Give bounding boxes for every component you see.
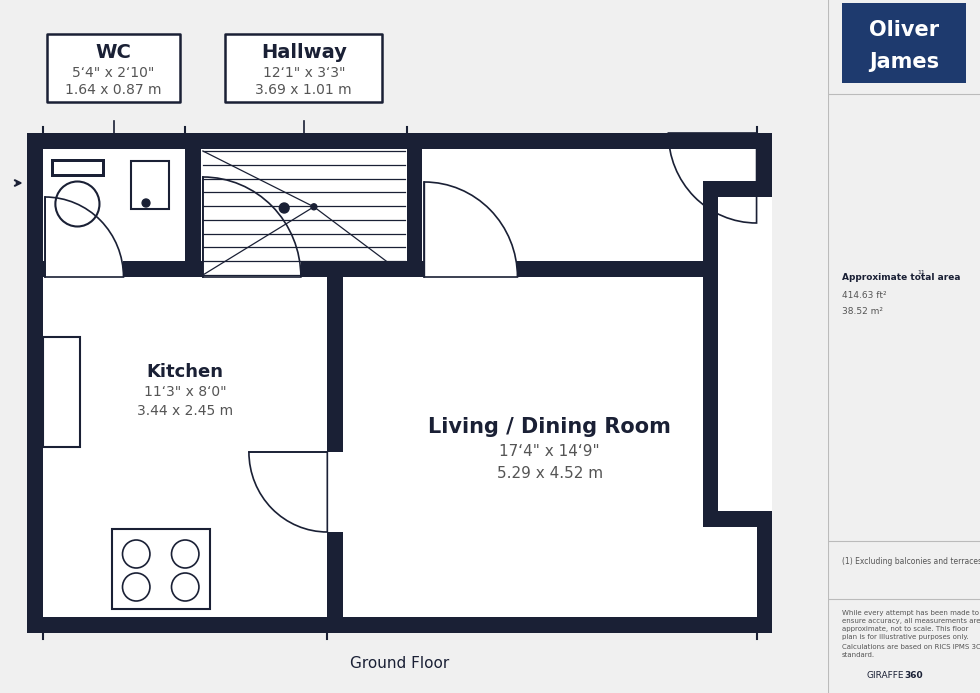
Text: Living / Dining Room: Living / Dining Room [428,417,671,437]
Text: GIRAFFE: GIRAFFE [866,672,904,680]
Text: James: James [869,52,939,71]
Text: 12‘1" x 3‘3": 12‘1" x 3‘3" [263,66,345,80]
Bar [112,529,210,609]
Bar [424,261,517,277]
Circle shape [122,540,150,568]
Text: Kitchen: Kitchen [147,363,223,381]
Circle shape [172,573,199,601]
Bar [51,159,105,177]
Bar [27,133,772,633]
Text: 414.63 ft²: 414.63 ft² [842,290,887,299]
Text: 5.29 x 4.52 m: 5.29 x 4.52 m [497,466,603,480]
Bar [54,162,102,174]
Text: 5‘4" x 2‘10": 5‘4" x 2‘10" [73,66,155,80]
Text: 38.52 m²: 38.52 m² [842,307,883,316]
Text: 17‘4" x 14‘9": 17‘4" x 14‘9" [500,444,600,459]
Text: 3.69 x 1.01 m: 3.69 x 1.01 m [256,83,352,97]
Bar [47,34,180,102]
Bar [327,452,343,532]
Bar [718,197,772,511]
Bar [185,133,201,277]
Text: Approximate total area: Approximate total area [842,273,960,281]
Bar [131,161,169,209]
Text: 3.44 x 2.45 m: 3.44 x 2.45 m [137,404,233,418]
Bar [842,3,966,83]
Text: 1.64 x 0.87 m: 1.64 x 0.87 m [66,83,162,97]
Circle shape [279,203,289,213]
Bar [43,149,757,617]
Text: WC: WC [96,44,131,62]
Text: (1) Excluding balconies and terraces: (1) Excluding balconies and terraces [842,557,980,565]
Text: Ground Floor: Ground Floor [350,656,450,671]
Text: While every attempt has been made to
ensure accuracy, all measurements are
appro: While every attempt has been made to ens… [842,610,980,640]
Circle shape [122,573,150,601]
Circle shape [172,540,199,568]
Bar [407,133,422,277]
Text: 360: 360 [904,672,923,680]
Text: Hallway: Hallway [261,44,347,62]
Bar [703,511,772,527]
Bar [45,261,123,277]
Circle shape [142,199,150,207]
Bar [203,261,301,277]
Text: 11: 11 [917,270,925,274]
Bar [703,181,772,197]
Circle shape [311,204,317,210]
Text: Oliver: Oliver [869,20,939,40]
Ellipse shape [55,182,100,227]
Text: 11‘3" x 8‘0": 11‘3" x 8‘0" [144,385,226,399]
Bar [43,337,80,447]
Bar [327,277,343,617]
Bar [703,197,718,511]
Bar [43,261,757,277]
Text: Calculations are based on RICS IPMS 3C
standard.: Calculations are based on RICS IPMS 3C s… [842,644,980,658]
Bar [225,34,382,102]
